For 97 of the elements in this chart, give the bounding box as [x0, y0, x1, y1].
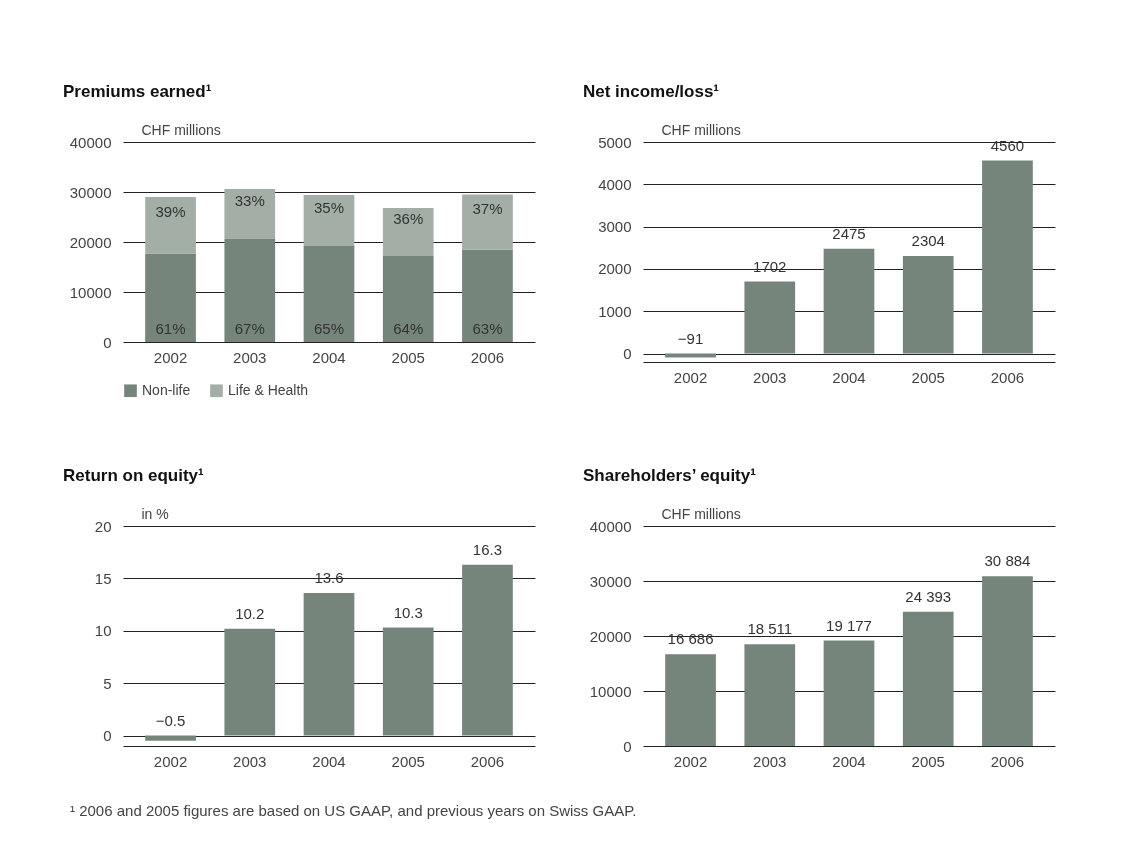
bar [303, 195, 355, 246]
y-tick-label: 0 [103, 333, 112, 351]
x-tick-label: 2003 [233, 348, 267, 366]
bar [145, 197, 196, 254]
data-label: 30 884 [984, 552, 1031, 570]
data-label: 16.3 [472, 540, 503, 558]
x-tick-label: 2006 [990, 368, 1025, 386]
x-tick-label: 2002 [673, 368, 708, 386]
annotation: 35% [313, 198, 345, 216]
y-tick-label: 20 [94, 517, 112, 535]
bar [902, 256, 954, 354]
x-tick-label: 2004 [832, 752, 866, 770]
bar [382, 627, 434, 736]
x-tick-label: 2006 [990, 752, 1025, 770]
annotation: 37% [472, 200, 503, 217]
bar [224, 628, 276, 736]
y-tick-label: 0 [623, 345, 632, 363]
bar [145, 735, 196, 741]
bar [224, 239, 276, 342]
y-tick-label: 10000 [589, 682, 632, 700]
x-tick-label: 2006 [470, 348, 505, 366]
bar [224, 189, 276, 239]
chart-title: Net income/loss¹ [583, 82, 720, 101]
chart-title: Return on equity¹ [63, 466, 205, 485]
legend-label: Life & Health [228, 381, 309, 398]
y-tick-label: 30000 [69, 183, 112, 201]
bar [462, 249, 513, 342]
data-label: 18 511 [747, 620, 793, 638]
y-tick-label: 10000 [69, 283, 112, 301]
bar [303, 246, 355, 342]
x-tick-label: 2005 [391, 348, 425, 366]
x-tick-label: 2005 [911, 368, 945, 386]
x-tick-label: 2006 [470, 752, 505, 770]
data-label: −91 [677, 329, 704, 347]
x-tick-label: 2002 [153, 752, 188, 770]
x-tick-label: 2002 [153, 348, 188, 366]
x-tick-label: 2005 [391, 752, 425, 770]
annotation: 39% [155, 203, 186, 221]
y-tick-label: 4000 [598, 175, 632, 193]
bar [744, 281, 796, 354]
bar [902, 611, 954, 746]
annotation: 65% [313, 320, 345, 337]
data-label: 24 393 [905, 587, 952, 605]
bar [462, 564, 513, 736]
bar [462, 194, 513, 250]
x-tick-label: 2005 [911, 752, 945, 770]
y-tick-label: 10 [94, 622, 112, 640]
y-tick-label: 30000 [589, 572, 632, 590]
y-tick-label: 2000 [598, 260, 632, 278]
x-tick-label: 2004 [832, 368, 866, 386]
bar [823, 248, 875, 354]
x-tick-label: 2002 [673, 752, 708, 770]
bar [382, 256, 434, 342]
data-label: −0.5 [155, 711, 186, 729]
data-label: 2475 [832, 224, 866, 242]
bar [303, 593, 355, 736]
y-tick-label: 0 [103, 727, 112, 745]
y-tick-label: 5000 [598, 133, 632, 151]
y-tick-label: 40000 [589, 517, 632, 535]
chart-title: Shareholders’ equity¹ [583, 466, 757, 485]
x-tick-label: 2003 [753, 752, 787, 770]
y-tick-label: 40000 [69, 133, 112, 151]
text: ¹ 2006 and 2005 figures are based on US GAAP, and previous years on Swiss GAAP. [70, 802, 637, 819]
bar [982, 576, 1033, 746]
annotation: 33% [234, 192, 265, 209]
y-tick-label: 0 [623, 737, 632, 755]
bar [145, 253, 196, 342]
bar [382, 208, 434, 256]
annotation: 36% [393, 210, 424, 227]
y-axis-title: CHF millions [141, 121, 221, 138]
legend-label: Non-life [142, 381, 191, 398]
annotation: 63% [472, 320, 503, 337]
annotation: 67% [234, 320, 265, 337]
y-tick-label: 20000 [589, 627, 632, 645]
x-tick-label: 2004 [312, 348, 346, 366]
data-label: 19 177 [826, 616, 872, 634]
y-tick-label: 15 [94, 569, 112, 587]
bar [744, 644, 796, 746]
y-tick-label: 3000 [598, 218, 632, 236]
y-tick-label: 5 [103, 674, 112, 692]
data-label: 2304 [911, 232, 945, 250]
y-axis-title: in % [141, 505, 169, 522]
data-label: 10.3 [393, 603, 423, 621]
y-tick-label: 20000 [69, 233, 112, 251]
annotation: 64% [393, 320, 424, 337]
bar [665, 654, 716, 746]
y-tick-label: 1000 [598, 302, 632, 320]
x-tick-label: 2004 [312, 752, 346, 770]
x-tick-label: 2003 [233, 752, 267, 770]
annotation: 61% [155, 320, 186, 337]
data-label: 10.2 [235, 604, 265, 622]
chart-title: Premiums earned¹ [63, 82, 212, 101]
bar [823, 640, 875, 746]
x-tick-label: 2003 [753, 368, 787, 386]
y-axis-title: CHF millions [661, 505, 741, 522]
y-axis-title: CHF millions [661, 121, 741, 138]
bar [982, 160, 1033, 354]
